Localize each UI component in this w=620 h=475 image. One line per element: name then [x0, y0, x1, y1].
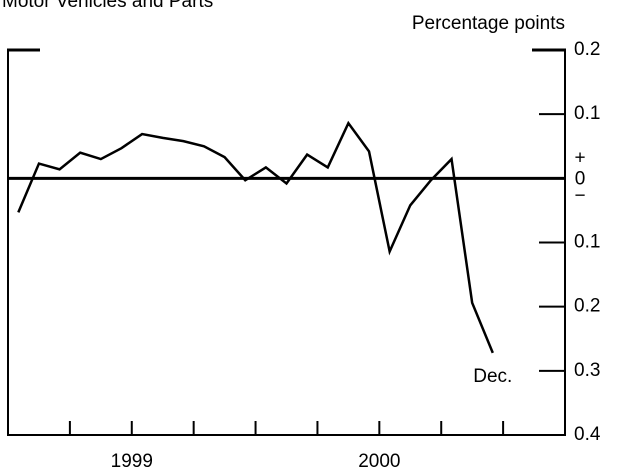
y-tick-label: 0.4	[574, 424, 601, 445]
y-tick-label: 0.3	[574, 360, 600, 381]
y-axis-label: Percentage points	[412, 13, 565, 34]
annotation: Dec.	[473, 366, 512, 387]
x-year-label: 1999	[111, 451, 153, 472]
y-tick-label: 0	[575, 168, 586, 189]
x-year-label: 2000	[358, 451, 400, 472]
y-tick-label: 0.1	[574, 103, 600, 124]
zero-sign: −	[574, 185, 585, 206]
chart-title: Motor Vehicles and Parts	[2, 0, 213, 12]
data-line	[17, 120, 494, 354]
y-tick-label: 0.2	[574, 39, 600, 60]
y-tick-label: 0.1	[574, 232, 600, 253]
y-tick-label: 0.2	[574, 296, 600, 317]
zero-sign: +	[574, 147, 585, 168]
